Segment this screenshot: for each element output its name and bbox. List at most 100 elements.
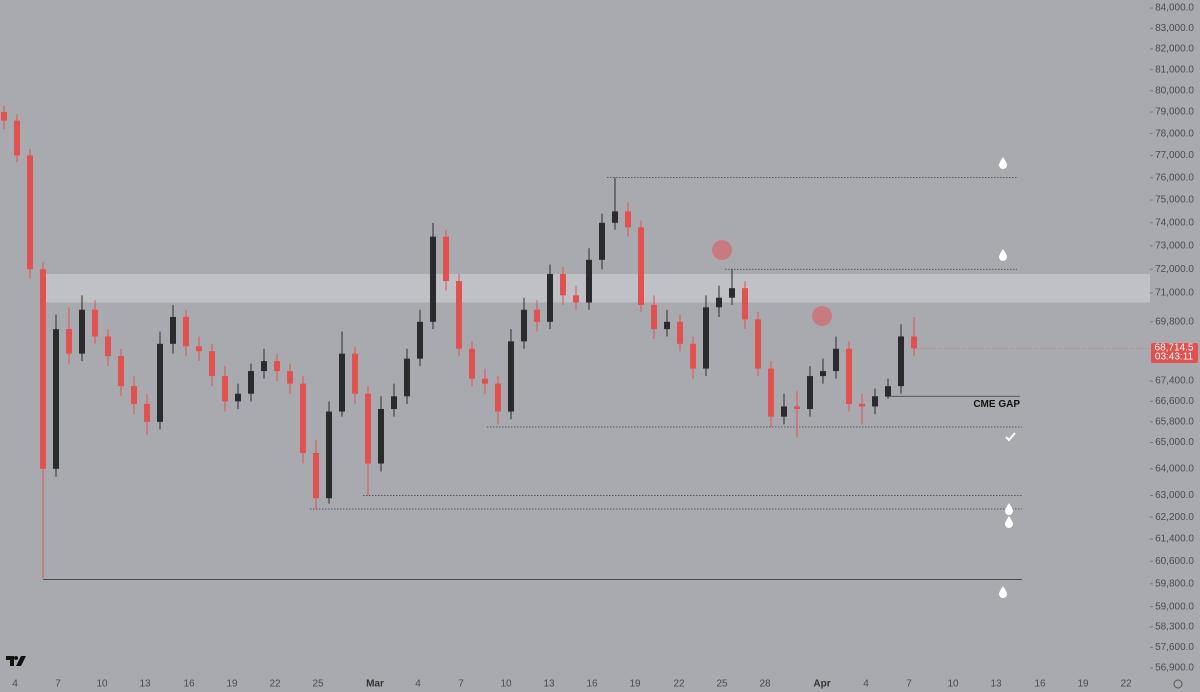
- x-tick-label: 4: [863, 679, 869, 690]
- candle-body: [92, 309, 98, 337]
- x-tick-label: 13: [139, 679, 151, 690]
- drop-icon: [999, 249, 1007, 261]
- y-tick-label: 66,600.0: [1155, 396, 1194, 407]
- logo-mark: [6, 656, 26, 666]
- logo: [6, 656, 26, 666]
- candle-body: [391, 396, 397, 409]
- plot-area: CME GAP 84,000.0 83,000.0 82,000.0 81,000.0 8…: [1, 3, 1194, 690]
- candle-body: [898, 336, 904, 387]
- candle-body: [417, 321, 423, 359]
- candle-body: [443, 236, 449, 282]
- x-tick-label: 19: [226, 679, 238, 690]
- candle-body: [508, 341, 514, 412]
- candle-body: [625, 211, 631, 228]
- candle-body: [300, 383, 306, 453]
- y-tick-label: 62,200.0: [1155, 512, 1194, 523]
- candle-body: [872, 396, 878, 407]
- y-tick-label: 78,000.0: [1155, 128, 1194, 139]
- candle-body: [53, 329, 59, 469]
- y-tick-label: 79,000.0: [1155, 107, 1194, 118]
- candle-body: [729, 288, 735, 298]
- candle-body: [703, 307, 709, 369]
- y-tick-label: 60,600.0: [1155, 556, 1194, 567]
- candle-body: [495, 383, 501, 412]
- candle-body: [274, 361, 280, 372]
- candle-body: [677, 321, 683, 344]
- candle-body: [326, 411, 332, 499]
- x-tick-label: 4: [12, 679, 18, 690]
- liquidity-icons: [999, 157, 1013, 598]
- drop-icon: [999, 157, 1007, 169]
- candle-body: [105, 336, 111, 357]
- candle-body: [209, 351, 215, 377]
- drop-icon: [1005, 503, 1013, 515]
- candle-body: [131, 386, 137, 404]
- y-tick-label: 80,000.0: [1155, 85, 1194, 96]
- x-tick-label: Apr: [813, 679, 830, 690]
- candle-body: [27, 155, 33, 270]
- candle-body: [521, 309, 527, 342]
- candle-body: [352, 353, 358, 394]
- zone: [45, 273, 1150, 303]
- x-tick-label: 7: [458, 679, 464, 690]
- y-tick-label: 81,000.0: [1155, 64, 1194, 75]
- candle-body: [742, 288, 748, 320]
- logo-dot: [14, 656, 18, 660]
- y-tick-label: 56,900.0: [1155, 663, 1194, 674]
- x-tick-label: 22: [673, 679, 685, 690]
- y-tick-label: 59,800.0: [1155, 578, 1194, 589]
- candle-body: [807, 376, 813, 409]
- candle-body: [820, 371, 826, 377]
- candle-body: [378, 408, 384, 464]
- candle-body: [885, 386, 891, 397]
- candle-body: [261, 361, 267, 372]
- candle-body: [456, 281, 462, 349]
- candle-body: [144, 403, 150, 422]
- y-tick-label: 74,000.0: [1155, 217, 1194, 228]
- x-tick-label: 16: [1034, 679, 1046, 690]
- candle-body: [794, 406, 800, 409]
- y-tick-label: 69,800.0: [1155, 316, 1194, 327]
- countdown: 03:43:11: [1155, 352, 1194, 363]
- candle-body: [560, 273, 566, 296]
- y-tick-label: 83,000.0: [1155, 23, 1194, 34]
- y-tick-label: 75,000.0: [1155, 195, 1194, 206]
- candle-body: [339, 353, 345, 412]
- y-tick-label: 67,400.0: [1155, 376, 1194, 387]
- last-price-label: 68,714.5: [1155, 343, 1194, 354]
- candle-body: [222, 376, 228, 402]
- x-tick-label: 13: [543, 679, 555, 690]
- x-tick-label: 25: [312, 679, 324, 690]
- y-tick-label: 61,400.0: [1155, 534, 1194, 545]
- candle-body: [183, 316, 189, 347]
- candle-body: [482, 378, 488, 384]
- candle-body: [170, 316, 176, 344]
- candle-body: [599, 222, 605, 260]
- x-tick-label: Mar: [366, 679, 384, 690]
- candle-body: [313, 452, 319, 499]
- candle-body: [638, 227, 644, 305]
- candle-body: [547, 273, 553, 322]
- x-tick-label: 13: [990, 679, 1002, 690]
- y-tick-label: 65,800.0: [1155, 416, 1194, 427]
- candle-body: [157, 343, 163, 422]
- candle-body: [118, 356, 124, 387]
- candle-body: [469, 348, 475, 379]
- x-tick-label: 22: [269, 679, 281, 690]
- candle-body: [781, 406, 787, 417]
- candle-body: [755, 319, 761, 369]
- y-tick-label: 65,000.0: [1155, 437, 1194, 448]
- level-label: CME GAP: [973, 399, 1020, 410]
- y-tick-label: 63,000.0: [1155, 490, 1194, 501]
- x-tick-label: 10: [947, 679, 959, 690]
- y-tick-label: 76,000.0: [1155, 172, 1194, 183]
- candle-body: [235, 393, 241, 402]
- y-tick-label: 72,000.0: [1155, 264, 1194, 275]
- y-tick-label: 84,000.0: [1155, 3, 1194, 14]
- settings-icon[interactable]: [1173, 679, 1183, 689]
- marker-circle: [712, 240, 732, 260]
- candle-body: [66, 329, 72, 354]
- x-tick-label: 7: [55, 679, 61, 690]
